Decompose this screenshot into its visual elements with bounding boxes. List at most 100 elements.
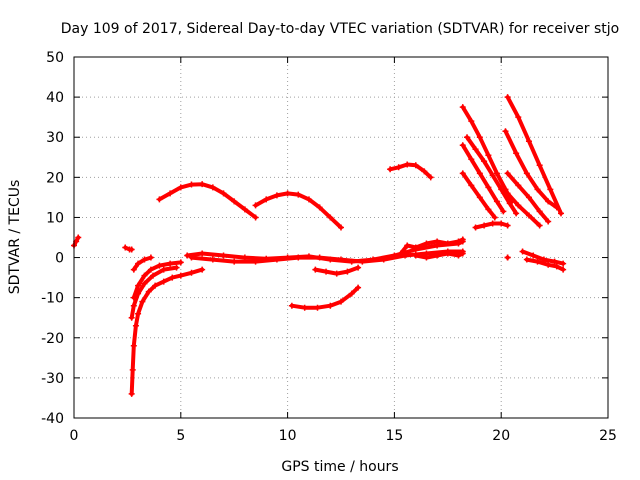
data-point xyxy=(135,260,142,267)
data-point xyxy=(476,194,483,201)
data-point xyxy=(504,222,511,229)
x-tick-label: 20 xyxy=(492,428,510,444)
series-arc-16 xyxy=(459,104,515,205)
data-point xyxy=(147,254,154,261)
data-point xyxy=(139,298,146,305)
data-point xyxy=(536,222,543,229)
data-point xyxy=(288,302,295,309)
data-point xyxy=(141,272,148,279)
data-point xyxy=(464,134,471,141)
data-point xyxy=(344,268,351,275)
data-point xyxy=(188,269,195,276)
data-point xyxy=(327,214,334,221)
x-tick-label: 0 xyxy=(70,428,79,444)
x-tick-label: 15 xyxy=(385,428,403,444)
axes: 0 5 10 15 20 25 -40 -30 -20 -10 0 10 20 30 40 50 xyxy=(41,50,617,444)
data-point xyxy=(534,186,541,193)
data-point xyxy=(515,202,522,209)
data-point xyxy=(504,190,511,197)
data-point xyxy=(500,208,507,215)
data-point xyxy=(423,254,430,261)
x-tick-label: 5 xyxy=(176,428,185,444)
series-arc-17 xyxy=(464,134,520,217)
y-tick-label: 0 xyxy=(55,251,64,267)
data-point xyxy=(188,254,195,261)
data-point xyxy=(498,186,505,193)
data-point xyxy=(545,261,552,268)
data-point xyxy=(150,272,157,279)
y-tick-label: -10 xyxy=(41,291,64,307)
y-tick-label: -30 xyxy=(41,371,64,387)
x-tick-label: 10 xyxy=(279,428,297,444)
data-point xyxy=(455,252,462,259)
data-point xyxy=(220,252,227,259)
data-point xyxy=(147,266,154,273)
grid-lines xyxy=(74,57,608,418)
series-arc-19 xyxy=(459,170,498,221)
data-point xyxy=(427,174,434,181)
y-tick-label: 50 xyxy=(46,50,64,66)
data-point xyxy=(323,268,330,275)
data-point xyxy=(338,224,344,231)
series-arc-9 xyxy=(188,248,466,265)
data-point xyxy=(493,170,500,177)
data-point xyxy=(177,184,184,191)
data-point xyxy=(515,182,522,189)
data-point xyxy=(455,238,462,245)
data-point xyxy=(129,366,136,373)
series-curve xyxy=(289,285,361,310)
data-point xyxy=(305,196,312,203)
data-point xyxy=(128,246,135,253)
data-point xyxy=(141,256,148,263)
data-point xyxy=(145,288,152,295)
series-arc-7 xyxy=(156,181,259,221)
data-point xyxy=(152,282,159,289)
data-point xyxy=(489,220,496,227)
data-point xyxy=(156,196,163,203)
data-point xyxy=(536,162,543,169)
data-point xyxy=(444,240,451,247)
series-arc-12 xyxy=(312,264,362,277)
data-point xyxy=(252,214,259,221)
data-point xyxy=(75,234,82,241)
data-point xyxy=(231,198,238,205)
y-tick-label: -20 xyxy=(41,331,64,347)
data-point xyxy=(519,248,526,255)
data-point xyxy=(476,170,483,177)
data-point xyxy=(188,181,195,188)
series-curve xyxy=(503,129,559,210)
series-arc-11 xyxy=(288,284,362,311)
data-point xyxy=(502,128,509,135)
series-arc-15 xyxy=(412,250,466,261)
data-point xyxy=(130,342,137,349)
data-point xyxy=(141,280,148,287)
data-point xyxy=(333,270,340,277)
data-point xyxy=(525,194,532,201)
data-point xyxy=(252,258,259,265)
data-point xyxy=(316,254,323,261)
data-point xyxy=(167,190,174,197)
data-point xyxy=(506,200,513,207)
data-point xyxy=(404,161,411,168)
data-point xyxy=(459,250,466,257)
data-point xyxy=(504,254,511,261)
data-point xyxy=(468,182,475,189)
series-arc-27 xyxy=(504,254,511,261)
data-point xyxy=(273,192,280,199)
data-point xyxy=(128,390,135,397)
data-point xyxy=(513,210,520,217)
data-point xyxy=(504,94,511,101)
data-point xyxy=(199,181,206,188)
series-arc-26 xyxy=(523,256,567,273)
series-curve xyxy=(131,255,153,272)
data-point xyxy=(545,198,552,205)
data-point xyxy=(128,314,135,321)
data-point xyxy=(380,256,387,263)
series-arc-10 xyxy=(252,190,344,231)
data-series xyxy=(71,94,567,397)
data-point xyxy=(199,266,206,273)
y-tick-label: 30 xyxy=(46,130,64,146)
data-point xyxy=(481,222,488,229)
data-point xyxy=(316,204,323,211)
series-curve xyxy=(189,249,465,264)
